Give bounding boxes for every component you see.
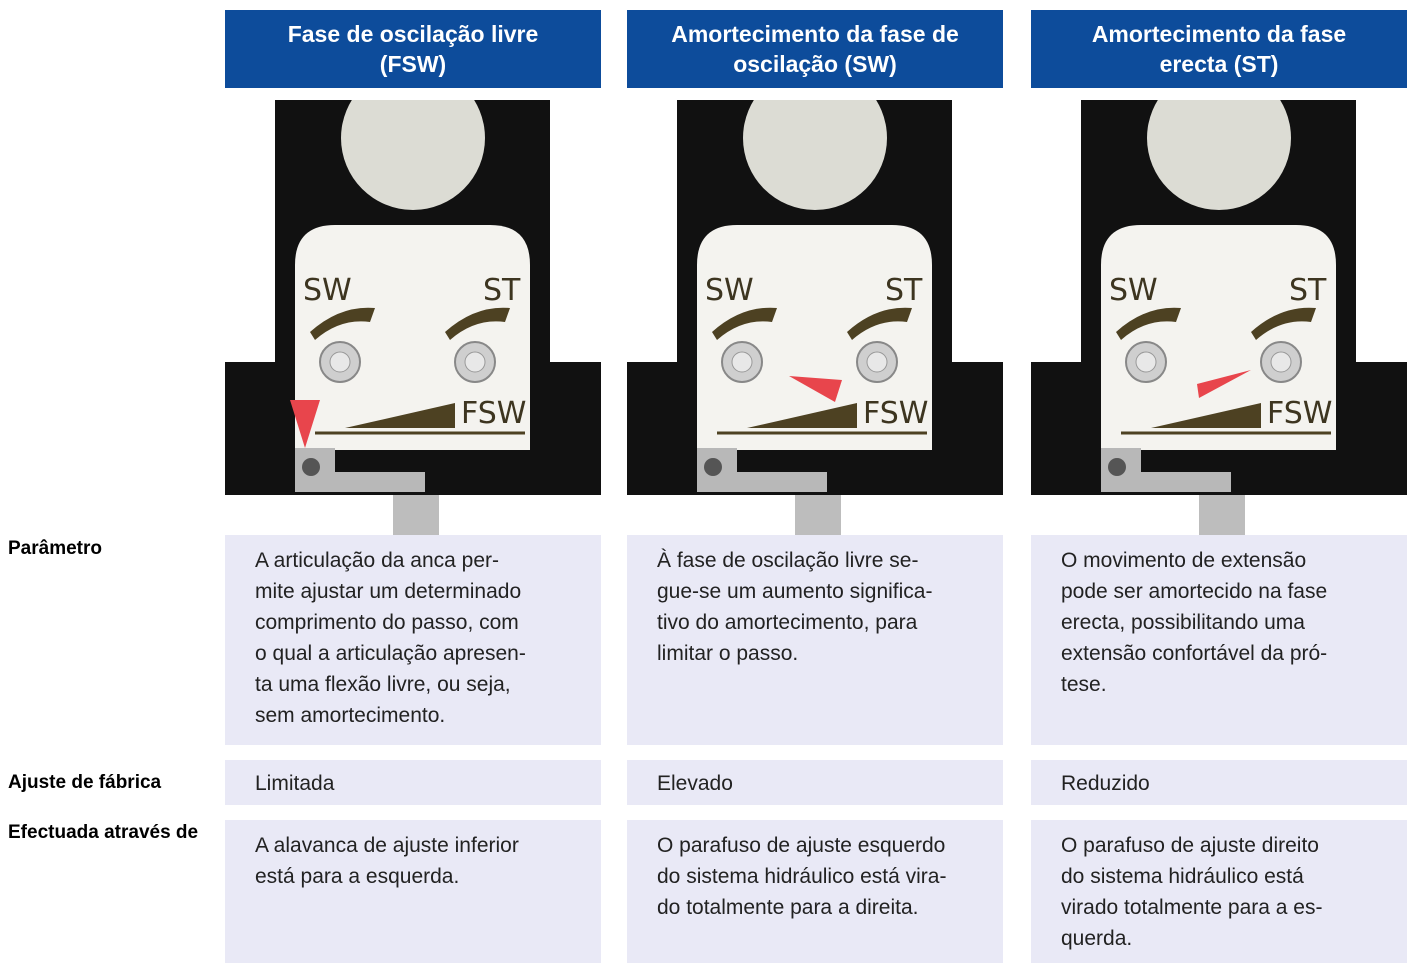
scale-arc (1116, 307, 1181, 340)
cell-line: está para a esquerda. (255, 865, 460, 888)
label-fsw: FSW (863, 396, 928, 431)
cell: O parafuso de ajuste esquerdo do sistema … (627, 820, 1003, 963)
device-image: SW ST FSW (225, 100, 601, 535)
cell: À fase de oscilação livre se-gue-se um a… (627, 535, 1003, 745)
cell: Elevado (627, 760, 1003, 805)
cell: O parafuso de ajuste direito do sistema h… (1031, 820, 1407, 963)
cell-line: do sistema hidráulico está (1061, 865, 1304, 888)
device-image: SW ST FSW (1031, 100, 1407, 535)
label-fsw: FSW (1267, 396, 1332, 431)
label-sw: SW (705, 273, 754, 308)
lever (697, 448, 827, 492)
cell-line: gue-se um aumento significa- (657, 580, 933, 603)
label-st: ST (885, 273, 923, 308)
knob-center (731, 351, 753, 373)
scale-arc (310, 307, 375, 340)
label-st: ST (483, 273, 521, 308)
knob-center (329, 351, 351, 373)
cell-line: do sistema hidráulico está vira- (657, 865, 947, 888)
row-label: Parâmetro (8, 538, 102, 559)
cell-line: Limitada (255, 772, 335, 795)
label-st: ST (1289, 273, 1327, 308)
row-label: Ajuste de fábrica (8, 772, 162, 793)
cap (743, 100, 887, 210)
column-header: Amortecimento da fase erecta (ST) (1031, 10, 1407, 88)
cell-line: O parafuso de ajuste direito (1061, 834, 1319, 857)
cell-line: erecta, possibilitando uma (1061, 611, 1305, 634)
cell-line: Elevado (657, 772, 733, 795)
bolt (393, 495, 439, 535)
lever-hole (302, 458, 320, 476)
cell-line: do totalmente para a direita. (657, 896, 919, 919)
knob-center (464, 351, 486, 373)
cell-line: ta uma flexão livre, ou seja, (255, 673, 511, 696)
cell-line: extensão confortável da pró- (1061, 642, 1328, 665)
label-fsw: FSW (461, 396, 526, 431)
cell-line: Reduzido (1061, 772, 1150, 795)
cell-line: comprimento do passo, com (255, 611, 519, 634)
cell: Limitada (225, 760, 601, 805)
cap (1147, 100, 1291, 210)
cell: O movimento de extensão pode ser amorteci… (1031, 535, 1407, 745)
cell-line: tivo do amortecimento, para (657, 611, 918, 634)
cell-line: sem amortecimento. (255, 704, 446, 727)
panel (295, 225, 530, 450)
cell-line: limitar o passo. (657, 642, 799, 665)
cell: A alavanca de ajuste inferior está para a… (225, 820, 601, 963)
ramp (1151, 403, 1261, 428)
ramp (747, 403, 857, 428)
cell-line: O parafuso de ajuste esquerdo (657, 834, 946, 857)
scale-arc (445, 307, 510, 340)
panel (1101, 225, 1336, 450)
knob-center (1135, 351, 1157, 373)
cell-line: pode ser amortecido na fase (1061, 580, 1328, 603)
cap (341, 100, 485, 210)
scale-arc (712, 307, 777, 340)
ramp (345, 403, 455, 428)
cell-line: A alavanca de ajuste inferior (255, 834, 519, 857)
lever (1101, 448, 1231, 492)
bolt (795, 495, 841, 535)
cell-line: virado totalmente para a es- (1061, 896, 1323, 919)
label-sw: SW (303, 273, 352, 308)
cell-line: O movimento de extensão (1061, 549, 1307, 572)
cell-line: o qual a articulação apresen- (255, 642, 526, 665)
label-sw: SW (1109, 273, 1158, 308)
indicator-arrow (290, 400, 320, 448)
cell-line: A articulação da anca per- (255, 549, 499, 572)
indicator-arrow (1197, 370, 1251, 398)
cell-line: tese. (1061, 673, 1107, 696)
cell: A articulação da anca per-mite ajustar u… (225, 535, 601, 745)
lever-hole (704, 458, 722, 476)
indicator-arrow (789, 376, 842, 402)
lever (295, 448, 425, 492)
lever-hole (1108, 458, 1126, 476)
cell-line: querda. (1061, 927, 1133, 950)
column-header: Fase de oscilação livre (FSW) (225, 10, 601, 88)
knob-center (866, 351, 888, 373)
scale-arc (1251, 307, 1316, 340)
cell-line: À fase de oscilação livre se- (657, 549, 919, 572)
column-header: Amortecimento da fase de oscilação (SW) (627, 10, 1003, 88)
device-image: SW ST FSW (627, 100, 1003, 535)
row-label: Efectuada através de (8, 822, 199, 843)
bolt (1199, 495, 1245, 535)
cell: Reduzido (1031, 760, 1407, 805)
panel (697, 225, 932, 450)
knob-center (1270, 351, 1292, 373)
cell-line: mite ajustar um determinado (255, 580, 522, 603)
scale-arc (847, 307, 912, 340)
